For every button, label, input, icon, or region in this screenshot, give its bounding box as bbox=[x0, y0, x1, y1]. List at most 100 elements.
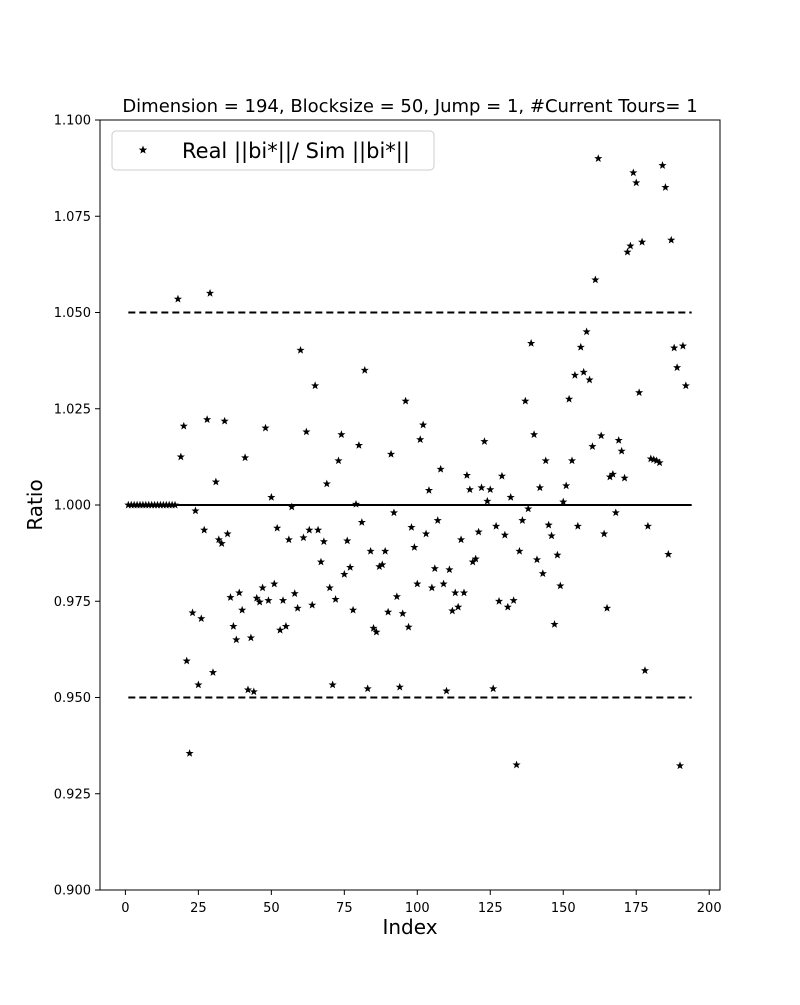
data-point bbox=[261, 423, 270, 432]
x-tick-label: 100 bbox=[405, 901, 430, 916]
data-point bbox=[311, 381, 320, 390]
data-point bbox=[270, 579, 279, 588]
data-point bbox=[562, 481, 571, 490]
data-point bbox=[197, 614, 206, 623]
data-point bbox=[494, 596, 504, 605]
data-point bbox=[287, 502, 296, 511]
data-point bbox=[667, 235, 676, 244]
data-point bbox=[524, 504, 533, 513]
data-point bbox=[372, 627, 381, 636]
data-point bbox=[416, 435, 425, 443]
data-point bbox=[673, 363, 682, 372]
data-point bbox=[535, 483, 544, 492]
data-point bbox=[433, 516, 442, 524]
data-point bbox=[395, 682, 404, 691]
data-point bbox=[302, 427, 311, 436]
y-tick-label: 1.050 bbox=[54, 306, 91, 321]
data-point bbox=[427, 583, 436, 592]
data-point bbox=[570, 371, 579, 379]
y-axis-ticks: 0.900 0.925 0.950 0.975 1.000 1.025 1.050 1.075… bbox=[54, 114, 100, 899]
data-point bbox=[249, 687, 258, 696]
data-point bbox=[500, 530, 509, 539]
data-point bbox=[509, 596, 518, 604]
x-tick-label: 75 bbox=[336, 901, 353, 916]
data-point bbox=[675, 761, 685, 770]
data-point bbox=[293, 603, 302, 612]
data-point bbox=[284, 535, 293, 544]
data-point bbox=[357, 518, 366, 526]
data-point bbox=[337, 430, 346, 438]
data-point bbox=[489, 684, 498, 693]
data-point bbox=[208, 668, 218, 676]
data-point bbox=[319, 537, 328, 546]
legend-entry-label: Real ||bi*||/ Sim ||bi*|| bbox=[182, 139, 410, 164]
data-point bbox=[638, 237, 647, 246]
data-point bbox=[620, 473, 629, 482]
data-point bbox=[591, 275, 600, 284]
data-point bbox=[176, 452, 185, 461]
data-point bbox=[238, 605, 247, 614]
data-point bbox=[623, 247, 632, 256]
data-point bbox=[314, 525, 323, 534]
data-point bbox=[188, 608, 197, 617]
data-point bbox=[386, 449, 396, 458]
data-point bbox=[611, 508, 620, 517]
data-point bbox=[267, 493, 276, 501]
data-point bbox=[331, 595, 340, 603]
data-point bbox=[369, 623, 378, 632]
data-point bbox=[389, 508, 398, 517]
data-point bbox=[576, 342, 585, 351]
data-point bbox=[173, 294, 182, 303]
data-point bbox=[401, 396, 410, 405]
data-point bbox=[243, 685, 253, 694]
data-point bbox=[457, 535, 466, 544]
data-point bbox=[640, 666, 650, 674]
data-point bbox=[629, 168, 638, 177]
data-point bbox=[559, 497, 568, 506]
data-point bbox=[635, 388, 644, 397]
y-tick-label: 0.950 bbox=[54, 691, 91, 706]
data-point bbox=[410, 543, 419, 551]
data-point bbox=[492, 521, 501, 530]
data-point bbox=[241, 453, 250, 462]
data-point bbox=[573, 521, 582, 530]
data-point bbox=[211, 477, 220, 486]
chart-title: Dimension = 194, Blocksize = 50, Jump = … bbox=[122, 96, 697, 117]
legend-star-icon bbox=[138, 145, 148, 154]
data-point bbox=[203, 415, 212, 423]
data-point bbox=[550, 620, 559, 628]
legend-marker-star-icon bbox=[138, 145, 148, 154]
data-point bbox=[360, 365, 369, 374]
data-point bbox=[448, 606, 457, 615]
data-point bbox=[681, 381, 690, 390]
data-point bbox=[220, 416, 229, 425]
data-point bbox=[351, 499, 361, 508]
data-point bbox=[381, 546, 390, 555]
data-point bbox=[532, 555, 542, 564]
data-point bbox=[205, 288, 215, 297]
data-point bbox=[506, 493, 515, 501]
data-point bbox=[436, 464, 445, 473]
data-point bbox=[626, 241, 635, 250]
data-point bbox=[588, 442, 597, 450]
y-tick-label: 0.975 bbox=[54, 595, 91, 610]
data-point bbox=[246, 633, 255, 642]
x-tick-label: 125 bbox=[478, 901, 503, 916]
x-tick-label: 200 bbox=[697, 901, 722, 916]
data-point bbox=[299, 533, 308, 542]
data-point bbox=[579, 367, 588, 376]
data-points bbox=[124, 154, 690, 770]
data-point bbox=[290, 589, 299, 597]
x-tick-label: 150 bbox=[551, 901, 576, 916]
data-point bbox=[305, 525, 314, 534]
data-point bbox=[477, 483, 486, 492]
data-point bbox=[346, 563, 355, 571]
data-point bbox=[527, 339, 536, 347]
data-point bbox=[512, 760, 521, 769]
data-point bbox=[556, 581, 565, 590]
y-tick-label: 1.100 bbox=[54, 114, 91, 129]
data-point bbox=[474, 527, 483, 536]
data-point bbox=[328, 680, 337, 689]
data-point bbox=[445, 565, 454, 574]
